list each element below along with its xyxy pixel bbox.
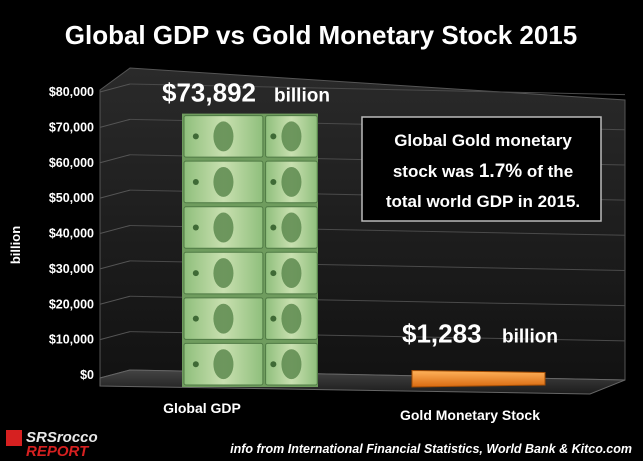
category-label: Gold Monetary Stock — [400, 407, 540, 423]
gridline-side — [99, 225, 131, 234]
annotation-box: Global Gold monetary stock was 1.7% of t… — [361, 116, 602, 222]
chart-title: Global GDP vs Gold Monetary Stock 2015 — [65, 20, 577, 50]
y-tick-label: $20,000 — [49, 297, 94, 311]
y-tick-label: $30,000 — [49, 262, 94, 276]
gridline-side — [99, 295, 131, 305]
bars — [182, 113, 546, 388]
annotation-line-3: total world GDP in 2015. — [386, 192, 580, 211]
annotation-frame — [361, 116, 602, 222]
bill-seal-icon — [192, 178, 199, 185]
x-axis-categories: Global GDP Gold Monetary Stock — [163, 400, 540, 423]
bill-seal-icon — [192, 270, 199, 277]
annotation-highlight: 1.7% — [479, 161, 522, 182]
logo-text-2: REPORT — [26, 443, 90, 460]
bill-seal-icon — [192, 224, 199, 231]
bill-portrait-icon — [281, 166, 302, 197]
srsrocco-logo: SRSrocco REPORT — [6, 429, 98, 460]
bill-seal-icon — [192, 133, 199, 140]
bar-global-gdp — [182, 113, 318, 387]
y-tick-label: $70,000 — [49, 120, 94, 134]
bill-portrait-icon — [281, 212, 302, 243]
bill-portrait-icon — [213, 303, 234, 334]
gridline-side — [99, 118, 131, 128]
gridline — [129, 83, 626, 96]
bar-body — [182, 113, 318, 387]
y-tick-label: $10,000 — [49, 333, 94, 347]
logo-text-1: SRSrocco — [26, 429, 98, 446]
bill-seal-icon — [270, 133, 277, 140]
category-label: Global GDP — [163, 400, 241, 416]
gridline-side — [99, 331, 131, 341]
source-note: info from International Financial Statis… — [230, 442, 632, 456]
data-labels: $73,892 billion $1,283 billion — [162, 78, 558, 349]
annotation-line-2-post: of the — [522, 162, 573, 181]
bill-portrait-icon — [213, 212, 234, 243]
y-tick-label: $0 — [80, 368, 94, 382]
bar-body — [411, 369, 546, 388]
bill-seal-icon — [270, 270, 277, 277]
y-tick-label: $60,000 — [49, 156, 94, 170]
bill-seal-icon — [270, 224, 277, 231]
y-tick-label: $50,000 — [49, 191, 94, 205]
gridline-side — [99, 83, 131, 93]
gridline-side — [99, 154, 131, 164]
data-label-value: $1,283 — [402, 318, 482, 348]
bill-seal-icon — [270, 178, 277, 185]
bill-portrait-icon — [281, 303, 302, 334]
logo-emblem-icon — [6, 430, 22, 446]
bill-portrait-icon — [213, 349, 234, 380]
bill-seal-icon — [192, 361, 199, 368]
bill-portrait-icon — [281, 349, 302, 380]
y-tick-label: $80,000 — [49, 85, 94, 99]
bill-portrait-icon — [213, 121, 234, 152]
data-label-unit: billion — [502, 326, 558, 347]
data-label-unit: billion — [274, 86, 330, 107]
bill-portrait-icon — [281, 121, 302, 152]
annotation-line-1: Global Gold monetary — [394, 131, 572, 150]
y-axis-ticks: $0 $10,000 $20,000 $30,000 $40,000 $50,000 $60… — [49, 85, 94, 382]
bill-portrait-icon — [281, 258, 302, 289]
bill-seal-icon — [270, 361, 277, 368]
gridline-side — [99, 189, 131, 199]
bill-seal-icon — [192, 315, 199, 322]
bill-seal-icon — [270, 315, 277, 322]
data-label-value: $73,892 — [162, 78, 256, 108]
y-axis-label: billion — [8, 226, 23, 264]
y-tick-label: $40,000 — [49, 227, 94, 241]
annotation-line-2-pre: stock was — [393, 162, 479, 181]
gridline-side — [99, 260, 131, 270]
bill-portrait-icon — [213, 166, 234, 197]
annotation-line-2: stock was 1.7% of the — [393, 161, 573, 182]
bar-gold-monetary-stock — [411, 369, 546, 388]
bill-portrait-icon — [213, 258, 234, 289]
